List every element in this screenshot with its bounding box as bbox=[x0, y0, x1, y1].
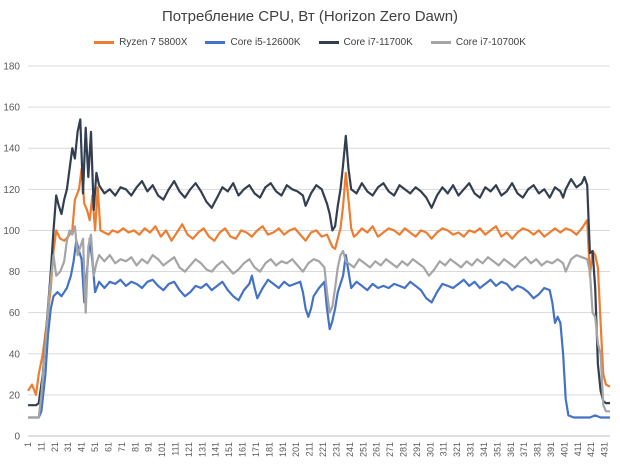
x-tick-label: 61 bbox=[103, 442, 113, 452]
series-line-1 bbox=[28, 237, 610, 419]
legend-swatch bbox=[430, 41, 451, 44]
x-tick-label: 231 bbox=[331, 442, 341, 457]
y-tick-label: 20 bbox=[9, 390, 21, 401]
x-tick-label: 331 bbox=[466, 442, 476, 457]
x-tick-label: 81 bbox=[130, 442, 140, 452]
chart-legend: Ryzen 7 5800X Core i5-12600K Core i7-11700… bbox=[0, 37, 620, 48]
x-tick-label: 261 bbox=[372, 442, 382, 457]
y-tick-label: 120 bbox=[3, 185, 20, 196]
legend-item: Core i7-11700K bbox=[318, 37, 413, 48]
x-tick-label: 371 bbox=[519, 442, 529, 457]
x-tick-label: 391 bbox=[546, 442, 556, 457]
legend-swatch bbox=[94, 41, 115, 44]
x-tick-label: 31 bbox=[63, 442, 73, 452]
x-tick-label: 121 bbox=[184, 442, 194, 457]
x-tick-label: 11 bbox=[36, 442, 46, 451]
x-tick-label: 361 bbox=[506, 442, 516, 457]
x-tick-label: 401 bbox=[559, 442, 569, 457]
x-tick-label: 341 bbox=[479, 442, 489, 457]
x-tick-label: 421 bbox=[586, 442, 596, 457]
x-tick-label: 111 bbox=[171, 442, 181, 456]
y-tick-label: 180 bbox=[3, 62, 20, 73]
legend-label: Core i7-10700K bbox=[455, 37, 526, 48]
series-line-2 bbox=[28, 118, 610, 407]
legend-swatch bbox=[318, 41, 339, 44]
x-tick-label: 1 bbox=[23, 442, 33, 447]
x-tick-label: 151 bbox=[224, 442, 234, 457]
y-tick-label: 40 bbox=[9, 349, 21, 360]
chart-title: Потребление CPU, Вт (Horizon Zero Dawn) bbox=[161, 8, 459, 25]
x-tick-label: 431 bbox=[600, 442, 610, 457]
x-tick-label: 301 bbox=[425, 442, 435, 457]
legend-item: Core i7-10700K bbox=[430, 37, 526, 48]
legend-item: Ryzen 7 5800X bbox=[94, 37, 187, 48]
y-tick-label: 100 bbox=[3, 226, 20, 237]
x-tick-label: 271 bbox=[385, 442, 395, 457]
x-tick-label: 71 bbox=[117, 442, 127, 452]
legend-label: Core i5-12600K bbox=[230, 37, 301, 48]
series-line-3 bbox=[28, 225, 610, 419]
x-tick-label: 211 bbox=[305, 442, 315, 456]
y-tick-label: 160 bbox=[3, 103, 20, 114]
x-tick-label: 281 bbox=[398, 442, 408, 457]
x-tick-label: 171 bbox=[251, 442, 261, 457]
x-tick-label: 221 bbox=[318, 442, 328, 457]
x-tick-label: 41 bbox=[77, 442, 87, 452]
x-tick-label: 381 bbox=[533, 442, 543, 457]
y-tick-label: 0 bbox=[14, 432, 20, 443]
x-tick-label: 21 bbox=[50, 442, 60, 452]
x-tick-label: 101 bbox=[157, 442, 167, 457]
series-line-0 bbox=[27, 167, 611, 396]
x-tick-label: 351 bbox=[492, 442, 502, 457]
x-tick-label: 181 bbox=[264, 442, 274, 457]
x-tick-label: 411 bbox=[573, 442, 583, 456]
x-tick-label: 51 bbox=[90, 442, 100, 452]
x-tick-label: 161 bbox=[238, 442, 248, 457]
legend-label: Ryzen 7 5800X bbox=[119, 37, 188, 48]
x-tick-label: 321 bbox=[452, 442, 462, 457]
y-tick-label: 80 bbox=[9, 267, 21, 278]
x-tick-label: 191 bbox=[278, 442, 288, 457]
legend-swatch bbox=[205, 41, 226, 44]
x-tick-label: 241 bbox=[345, 442, 355, 457]
x-tick-label: 91 bbox=[144, 442, 154, 452]
x-tick-label: 291 bbox=[412, 442, 422, 457]
x-tick-label: 141 bbox=[211, 442, 221, 457]
legend-item: Core i5-12600K bbox=[205, 37, 301, 48]
x-tick-label: 131 bbox=[197, 442, 207, 457]
legend-label: Core i7-11700K bbox=[343, 37, 413, 48]
x-tick-label: 251 bbox=[358, 442, 368, 457]
y-tick-label: 60 bbox=[9, 308, 21, 319]
y-tick-label: 140 bbox=[3, 144, 20, 155]
x-tick-label: 201 bbox=[291, 442, 301, 457]
x-tick-label: 311 bbox=[439, 442, 449, 456]
